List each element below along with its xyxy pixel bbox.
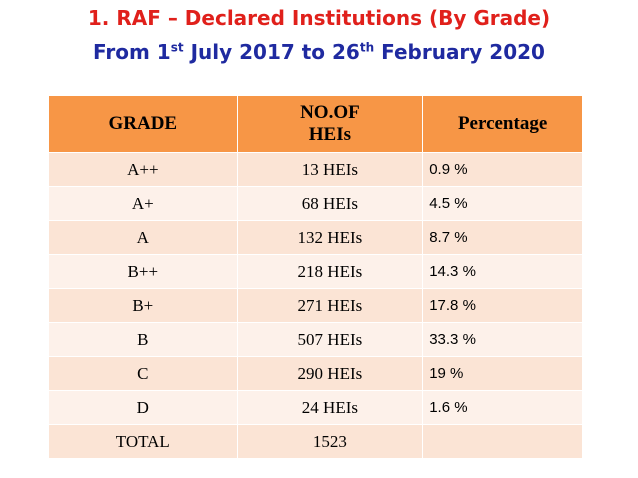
table-cell: 0.9 % bbox=[422, 152, 583, 187]
table-cell: 68 HEIs bbox=[236, 186, 424, 221]
table-cell: D bbox=[48, 390, 238, 425]
table-cell: 8.7 % bbox=[422, 220, 583, 255]
table-row: B+ 271 HEIs 17.8 % bbox=[48, 288, 583, 323]
subtitle-text: From 1 bbox=[93, 40, 171, 64]
table-row: A 132 HEIs 8.7 % bbox=[48, 220, 583, 255]
table-cell: A+ bbox=[48, 186, 238, 221]
table-cell: A bbox=[48, 220, 238, 255]
header-row: GRADE NO.OF HEIs Percentage bbox=[48, 95, 583, 153]
slide-subtitle: From 1st July 2017 to 26th February 2020 bbox=[0, 40, 638, 64]
table-row: A++ 13 HEIs 0.9 % bbox=[48, 152, 583, 187]
table-cell: 1.6 % bbox=[422, 390, 583, 425]
column-header: Percentage bbox=[422, 95, 583, 153]
table-cell: 290 HEIs bbox=[236, 356, 424, 391]
table-row: B 507 HEIs 33.3 % bbox=[48, 322, 583, 357]
table-cell: C bbox=[48, 356, 238, 391]
table-cell: B++ bbox=[48, 254, 238, 289]
table-cell: B+ bbox=[48, 288, 238, 323]
subtitle-text: February 2020 bbox=[374, 40, 545, 64]
table-cell: 4.5 % bbox=[422, 186, 583, 221]
table-cell: TOTAL bbox=[48, 424, 238, 459]
slide-title: 1. RAF – Declared Institutions (By Grade… bbox=[87, 6, 551, 30]
table-cell: 1523 bbox=[236, 424, 424, 459]
table-row: TOTAL 1523 bbox=[48, 424, 583, 459]
column-header: GRADE bbox=[48, 95, 238, 153]
table-cell: 132 HEIs bbox=[236, 220, 424, 255]
table-cell: 33.3 % bbox=[422, 322, 583, 357]
table-cell: 14.3 % bbox=[422, 254, 583, 289]
table-row: C 290 HEIs 19 % bbox=[48, 356, 583, 391]
table-cell bbox=[422, 424, 583, 459]
table-row: B++ 218 HEIs 14.3 % bbox=[48, 254, 583, 289]
column-header: NO.OF HEIs bbox=[236, 95, 424, 153]
grade-table: GRADE NO.OF HEIs Percentage A++ 13 HEIs 0.9 … bbox=[48, 95, 583, 459]
table-cell: A++ bbox=[48, 152, 238, 187]
table-row: D 24 HEIs 1.6 % bbox=[48, 390, 583, 425]
table-cell: 218 HEIs bbox=[236, 254, 424, 289]
table-cell: 507 HEIs bbox=[236, 322, 424, 357]
subtitle-text: July 2017 to 26 bbox=[183, 40, 360, 64]
table-cell: B bbox=[48, 322, 238, 357]
table-cell: 13 HEIs bbox=[236, 152, 424, 187]
table-cell: 24 HEIs bbox=[236, 390, 424, 425]
table-cell: 17.8 % bbox=[422, 288, 583, 323]
table-cell: 271 HEIs bbox=[236, 288, 424, 323]
superscript: st bbox=[170, 40, 184, 55]
superscript: th bbox=[359, 40, 375, 55]
table-cell: 19 % bbox=[422, 356, 583, 391]
table-row: A+ 68 HEIs 4.5 % bbox=[48, 186, 583, 221]
